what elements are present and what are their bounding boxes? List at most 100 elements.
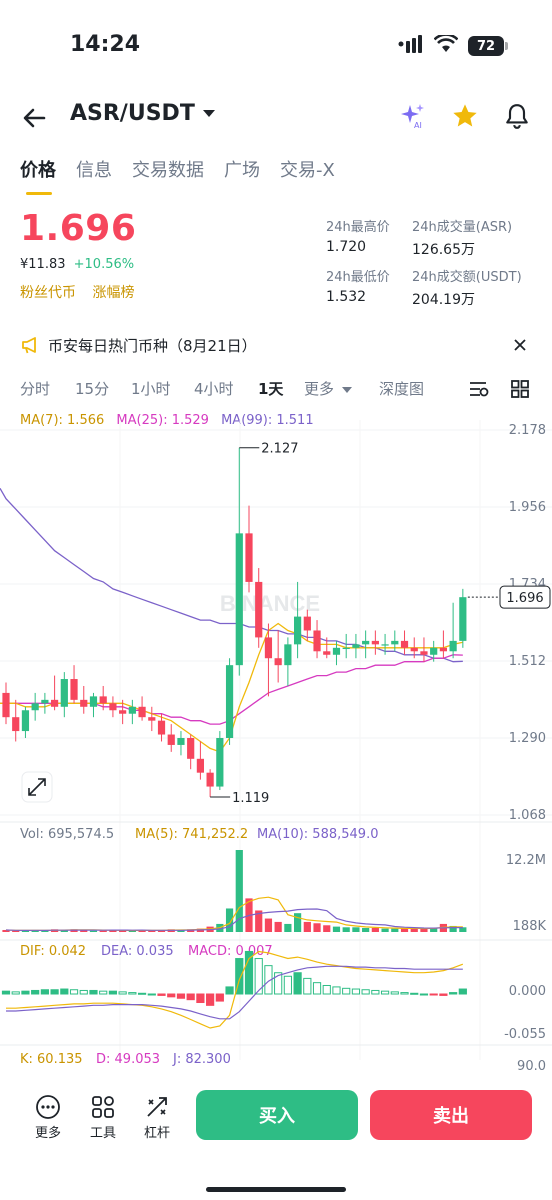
- interval-15m[interactable]: 15分: [75, 380, 110, 398]
- announcement-banner[interactable]: 币安每日热门币种（8月21日）: [20, 333, 532, 357]
- macd-bar: [50, 989, 59, 995]
- kdj-d-legend: D: 49.053: [96, 1052, 160, 1067]
- candle-body: [187, 738, 195, 759]
- macd-bar: [79, 989, 88, 995]
- ma7-legend: MA(7): 1.566: [20, 413, 105, 428]
- macd-bar: [89, 989, 98, 995]
- macd-bar: [147, 993, 156, 996]
- pair-selector[interactable]: ASR/USDT: [70, 101, 215, 126]
- macd-bar: [274, 972, 283, 995]
- ma25-legend: MA(25): 1.529: [116, 413, 209, 428]
- candle-body: [167, 734, 175, 745]
- tab-trade-x[interactable]: 交易-X: [280, 160, 335, 181]
- volume-bar: [264, 918, 273, 932]
- leverage-label: 杠杆: [143, 1126, 170, 1141]
- volume-ma-line: [5, 908, 463, 932]
- tab-price[interactable]: 价格: [20, 155, 56, 195]
- candle-body: [313, 630, 321, 652]
- leverage-icon: [135, 1094, 179, 1120]
- volume-bar: [342, 927, 350, 932]
- ai-sparkle-icon[interactable]: AI: [398, 101, 428, 131]
- price-axis-label: 2.178: [509, 423, 546, 438]
- price-change: +10.56%: [73, 257, 135, 272]
- candle-body: [264, 637, 273, 659]
- high-marker-label: 2.127: [261, 442, 298, 457]
- macd-bar: [206, 993, 215, 1006]
- macd-bar: [410, 992, 419, 995]
- tag-gainers[interactable]: 涨幅榜: [92, 285, 135, 301]
- tab-square[interactable]: 广场: [224, 160, 260, 181]
- status-time: 14:24: [70, 32, 141, 57]
- price-summary: 1.696 ¥11.83 +10.56% 粉丝代币 涨幅榜: [20, 208, 146, 302]
- wifi-icon: [433, 33, 459, 57]
- candle-body: [245, 533, 253, 582]
- candle-body: [400, 640, 409, 648]
- volume-bar: [371, 927, 379, 932]
- candle-body: [430, 647, 438, 655]
- candle-body: [31, 703, 39, 711]
- price-axis-label: 1.290: [509, 731, 546, 746]
- fullscreen-icon[interactable]: [21, 771, 53, 803]
- interval-4h[interactable]: 4小时: [194, 380, 234, 398]
- high-label: 24h最高价: [326, 220, 390, 235]
- macd-bar: [40, 989, 49, 995]
- candle-body: [177, 738, 185, 745]
- bell-icon[interactable]: [502, 101, 532, 131]
- macd-dif-legend: DIF: 0.042: [20, 944, 86, 959]
- announcement-text: 币安每日热门币种（8月21日）: [48, 336, 257, 355]
- fiat-price: ¥11.83: [20, 257, 66, 272]
- nav-bar: ASR/USDT AI: [0, 95, 552, 139]
- volume-bar: [323, 925, 331, 932]
- more-button[interactable]: 更多: [26, 1094, 70, 1141]
- interval-1h[interactable]: 1小时: [131, 380, 171, 398]
- candle-body: [206, 772, 214, 787]
- candle-body: [284, 644, 292, 666]
- candle-body: [12, 717, 20, 732]
- candle-body: [89, 696, 98, 707]
- macd-bar: [400, 992, 409, 995]
- macd-bar: [351, 988, 361, 995]
- tools-button[interactable]: 工具: [81, 1094, 125, 1141]
- last-price: 1.696: [20, 208, 137, 249]
- macd-bar: [186, 993, 195, 1001]
- indicator-settings-icon[interactable]: [468, 379, 490, 403]
- pair-title: ASR/USDT: [70, 101, 195, 126]
- volume-axis-label: 188K: [513, 919, 547, 934]
- interval-more[interactable]: 更多: [304, 378, 352, 399]
- candle-body: [60, 679, 68, 707]
- leverage-button[interactable]: 杠杆: [135, 1094, 179, 1141]
- volume-bar: [128, 930, 136, 932]
- candle-body: [41, 699, 49, 704]
- volume-bar: [255, 910, 263, 932]
- grid-layout-icon[interactable]: [510, 379, 530, 403]
- tab-trading-data[interactable]: 交易数据: [132, 160, 204, 181]
- tag-fan-token[interactable]: 粉丝代币: [20, 285, 76, 301]
- volume-bar: [420, 928, 428, 932]
- volume-bar: [449, 925, 457, 932]
- close-icon[interactable]: [512, 333, 528, 358]
- candle-body: [381, 644, 389, 646]
- buy-button[interactable]: 买入: [196, 1090, 358, 1140]
- back-arrow-icon[interactable]: [20, 103, 50, 133]
- volume-ma10-legend: MA(10): 588,549.0: [257, 827, 378, 842]
- svg-text:AI: AI: [414, 121, 422, 130]
- candle-body: [119, 710, 127, 714]
- sell-button[interactable]: 卖出: [370, 1090, 532, 1140]
- volume-bar: [294, 913, 302, 932]
- megaphone-icon: [20, 335, 40, 355]
- tab-info[interactable]: 信息: [76, 160, 112, 181]
- macd-bar: [361, 989, 370, 995]
- interval-1d[interactable]: 1天: [258, 380, 284, 398]
- more-label: 更多: [34, 1126, 61, 1141]
- dea-line: [6, 965, 463, 1020]
- price-axis-label: 1.512: [509, 654, 546, 669]
- volume-bar: [119, 930, 127, 932]
- interval-timeline[interactable]: 分时: [20, 380, 51, 398]
- nav-actions: AI: [398, 101, 532, 131]
- volume-bar: [303, 921, 311, 932]
- interval-depth[interactable]: 深度图: [379, 380, 425, 398]
- volume-bar: [31, 929, 39, 932]
- candle-body: [459, 597, 467, 641]
- favorite-star-icon[interactable]: [450, 101, 480, 131]
